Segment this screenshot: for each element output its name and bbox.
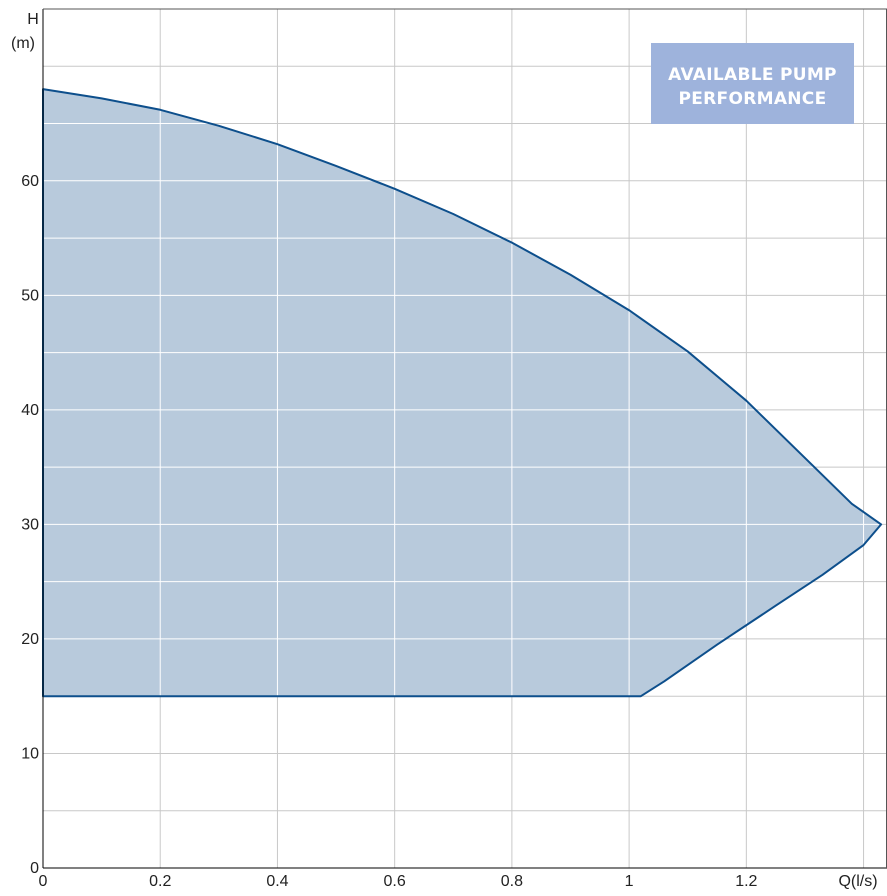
- x-tick-label: 1: [625, 873, 634, 890]
- x-tick-label: 1.2: [735, 873, 757, 890]
- x-tick-label: 0.2: [149, 873, 171, 890]
- badge-line-2: PERFORMANCE: [678, 89, 826, 109]
- x-tick-label: 0.6: [384, 873, 406, 890]
- y-tick-label: 40: [21, 402, 39, 419]
- y-axis-label: H: [27, 11, 39, 28]
- y-tick-label: 60: [21, 173, 39, 190]
- performance-badge: AVAILABLE PUMP PERFORMANCE: [651, 43, 854, 124]
- x-tick-label: 0.8: [501, 873, 523, 890]
- y-tick-label: 50: [21, 287, 39, 304]
- y-tick-label: 30: [21, 516, 39, 533]
- badge-background: [651, 43, 854, 124]
- y-tick-label: 10: [21, 745, 39, 762]
- badge-line-1: AVAILABLE PUMP: [668, 65, 837, 85]
- y-tick-label: 0: [30, 860, 39, 877]
- performance-curve: [42, 88, 883, 698]
- performance-area: [43, 89, 882, 697]
- y-tick-label: 20: [21, 631, 39, 648]
- y-axis-unit: (m): [11, 35, 35, 52]
- tick-labels: 0 0.2 0.4 0.6 0.8 1 1.2 0 10 20 30 40 50 60: [21, 173, 757, 890]
- x-tick-label: 0.4: [266, 873, 288, 890]
- x-axis-label: Q(l/s): [838, 873, 877, 890]
- x-tick-label: 0: [39, 873, 48, 890]
